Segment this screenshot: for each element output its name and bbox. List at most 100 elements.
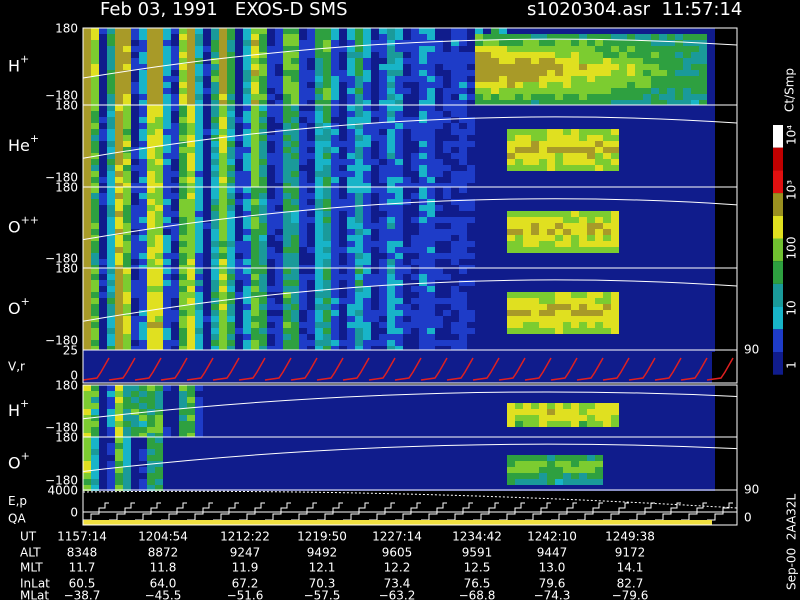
cell [659,187,667,193]
cell [131,286,139,292]
cell [147,433,155,439]
cell [619,205,627,211]
cell [611,46,619,52]
cell [187,310,195,316]
cell [443,217,451,223]
cell [83,28,91,34]
cell [459,403,467,409]
cell [123,286,131,292]
cell [491,415,499,421]
cell [211,34,219,40]
cell [707,322,715,328]
cell [131,76,139,82]
cell [259,421,267,427]
cell [211,280,219,286]
cell [99,328,107,334]
cell [571,217,579,223]
cell [523,141,531,147]
cell [651,292,659,298]
cell [331,391,339,397]
cell [251,199,259,205]
cell [531,268,539,274]
cell [91,391,99,397]
cell [155,70,163,76]
cell [603,117,611,123]
cell [131,58,139,64]
cell [515,88,523,94]
cell [667,259,675,265]
cell [203,346,211,352]
cell [275,322,283,328]
cell [139,415,147,421]
cell [387,58,395,64]
cell [299,159,307,165]
cell [219,64,227,70]
cell [475,58,483,64]
cell [91,46,99,52]
cell [523,328,531,334]
cell [635,268,643,274]
cell [243,217,251,223]
cell [547,235,555,241]
cell [307,433,315,439]
spectrogram [82,28,738,525]
cell [355,334,363,340]
cell [331,211,339,217]
cell [491,153,499,159]
cell [435,64,443,70]
cell [603,70,611,76]
cell [219,403,227,409]
cell [131,82,139,88]
cell [283,286,291,292]
cell [595,316,603,322]
cell [219,105,227,111]
cell [339,316,347,322]
cell [379,253,387,259]
cell [251,46,259,52]
cell [195,340,203,346]
cell [275,298,283,304]
cell [163,415,171,421]
cell [99,235,107,241]
cell [195,40,203,46]
cell [603,346,611,352]
cell [619,82,627,88]
cell [411,340,419,346]
cell [107,141,115,147]
cell [323,397,331,403]
cell [211,346,219,352]
cell [243,159,251,165]
cell [419,177,427,183]
cell [483,193,491,199]
cell [659,117,667,123]
cell [659,105,667,111]
cell [91,274,99,280]
cell [323,328,331,334]
cell [379,129,387,135]
cell [403,34,411,40]
cell [291,171,299,177]
cell [107,247,115,253]
cell [491,159,499,165]
cell [203,427,211,433]
cell [547,100,555,106]
cell [203,141,211,147]
cell [163,211,171,217]
cell [227,141,235,147]
cell [531,286,539,292]
cell [131,46,139,52]
cell [139,187,147,193]
cell [539,34,547,40]
cell [531,147,539,153]
cell [251,153,259,159]
cell [675,123,683,129]
cell [267,177,275,183]
cell [291,280,299,286]
cell [387,153,395,159]
cell [323,193,331,199]
cell [587,76,595,82]
cell [363,259,371,265]
cell [571,117,579,123]
cell [667,94,675,100]
cell [427,310,435,316]
